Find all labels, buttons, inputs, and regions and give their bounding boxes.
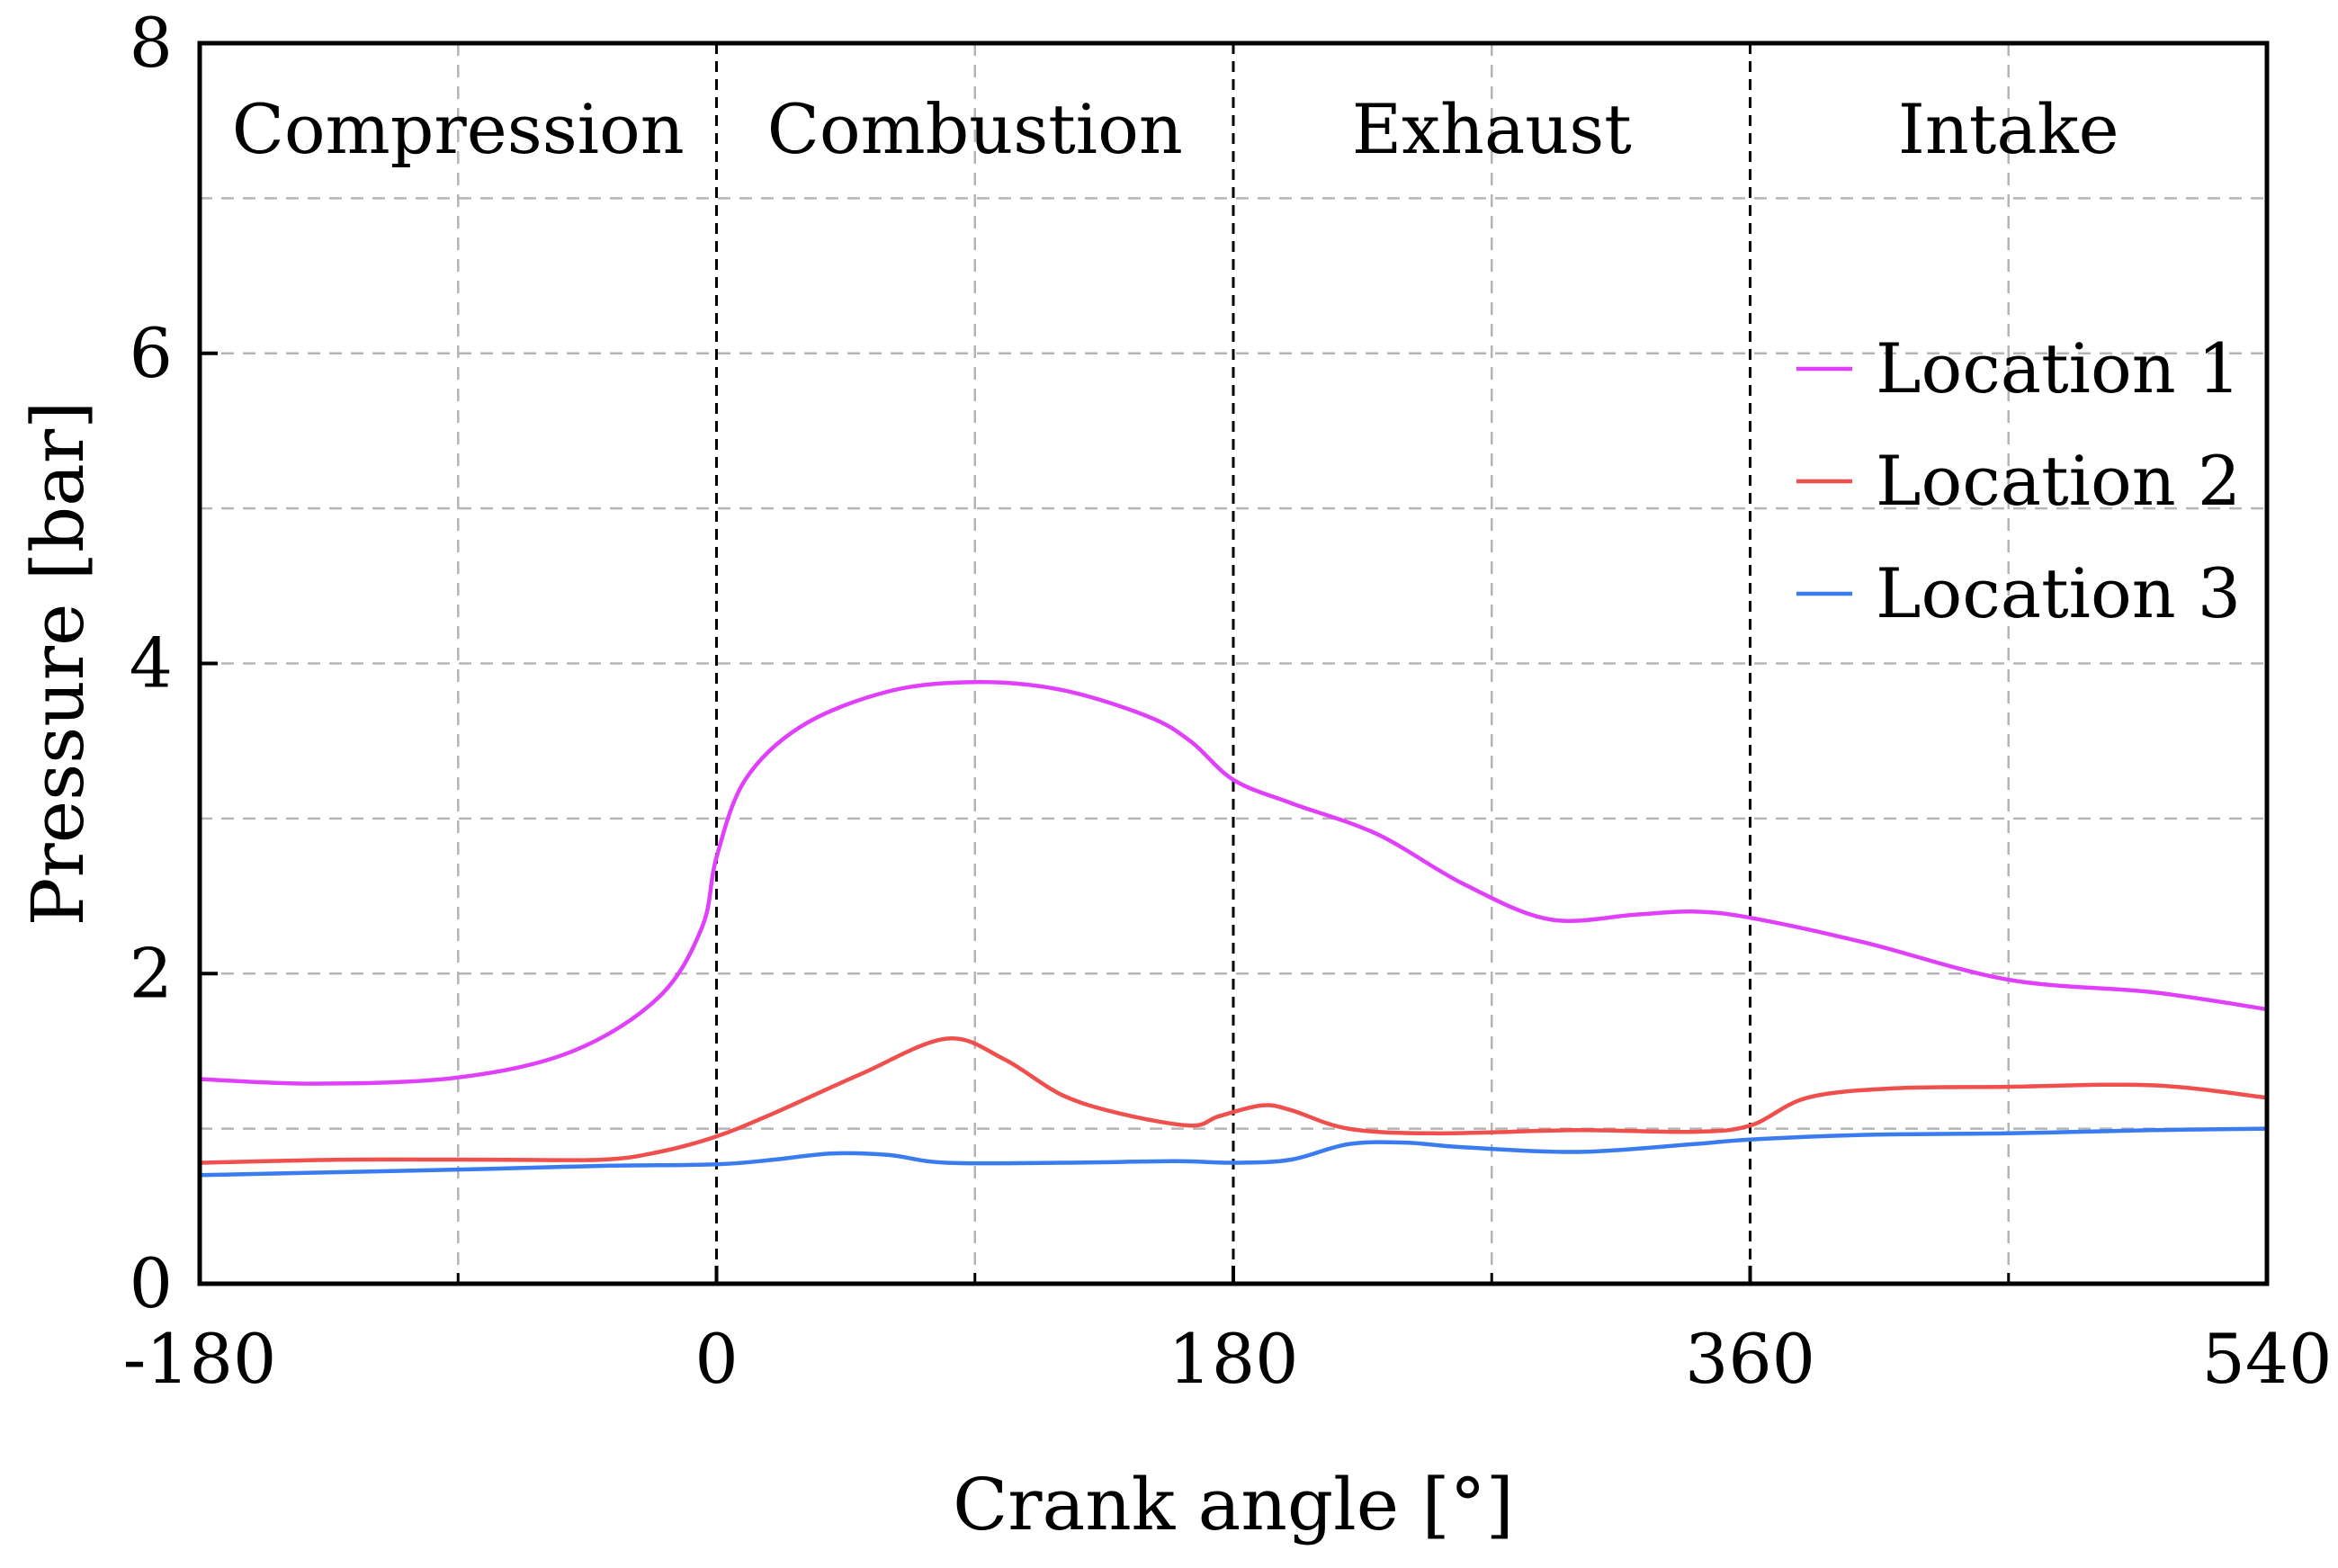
legend: Location 1 Location 2 Location 3 [1796,328,2241,633]
y-tick-label: 6 [130,313,173,393]
y-axis-title: Pressure [bar] [16,401,100,927]
phase-labels: Compression Combustion Exhaust Intake [232,89,2119,169]
series-line-location-3 [197,1126,2270,1178]
legend-label: Location 3 [1876,553,2241,633]
y-tick-label: 2 [130,933,173,1013]
x-tick-label: 540 [2201,1319,2332,1399]
x-tick-label: 360 [1685,1319,1815,1399]
phase-label: Compression [232,89,685,169]
series-layer [197,679,2270,1178]
legend-label: Location 1 [1876,328,2241,408]
legend-label: Location 2 [1876,441,2241,521]
phase-dividers [715,43,1751,1284]
x-axis-title: Crank angle [°] [953,1463,1514,1546]
x-tick-label: 0 [694,1319,738,1399]
series-line-location-1 [197,679,2270,1086]
y-tick-label: 8 [130,3,173,83]
y-tick-label: 4 [130,623,173,703]
y-tick-label: 0 [130,1243,173,1323]
phase-label: Intake [1898,89,2119,169]
series-line-location-2 [197,1036,2270,1165]
phase-label: Exhaust [1352,89,1632,169]
grid-lines [200,43,2267,1284]
phase-label: Combustion [767,89,1183,169]
x-tick-label: 180 [1168,1319,1298,1399]
x-tick-label: -180 [123,1319,277,1399]
